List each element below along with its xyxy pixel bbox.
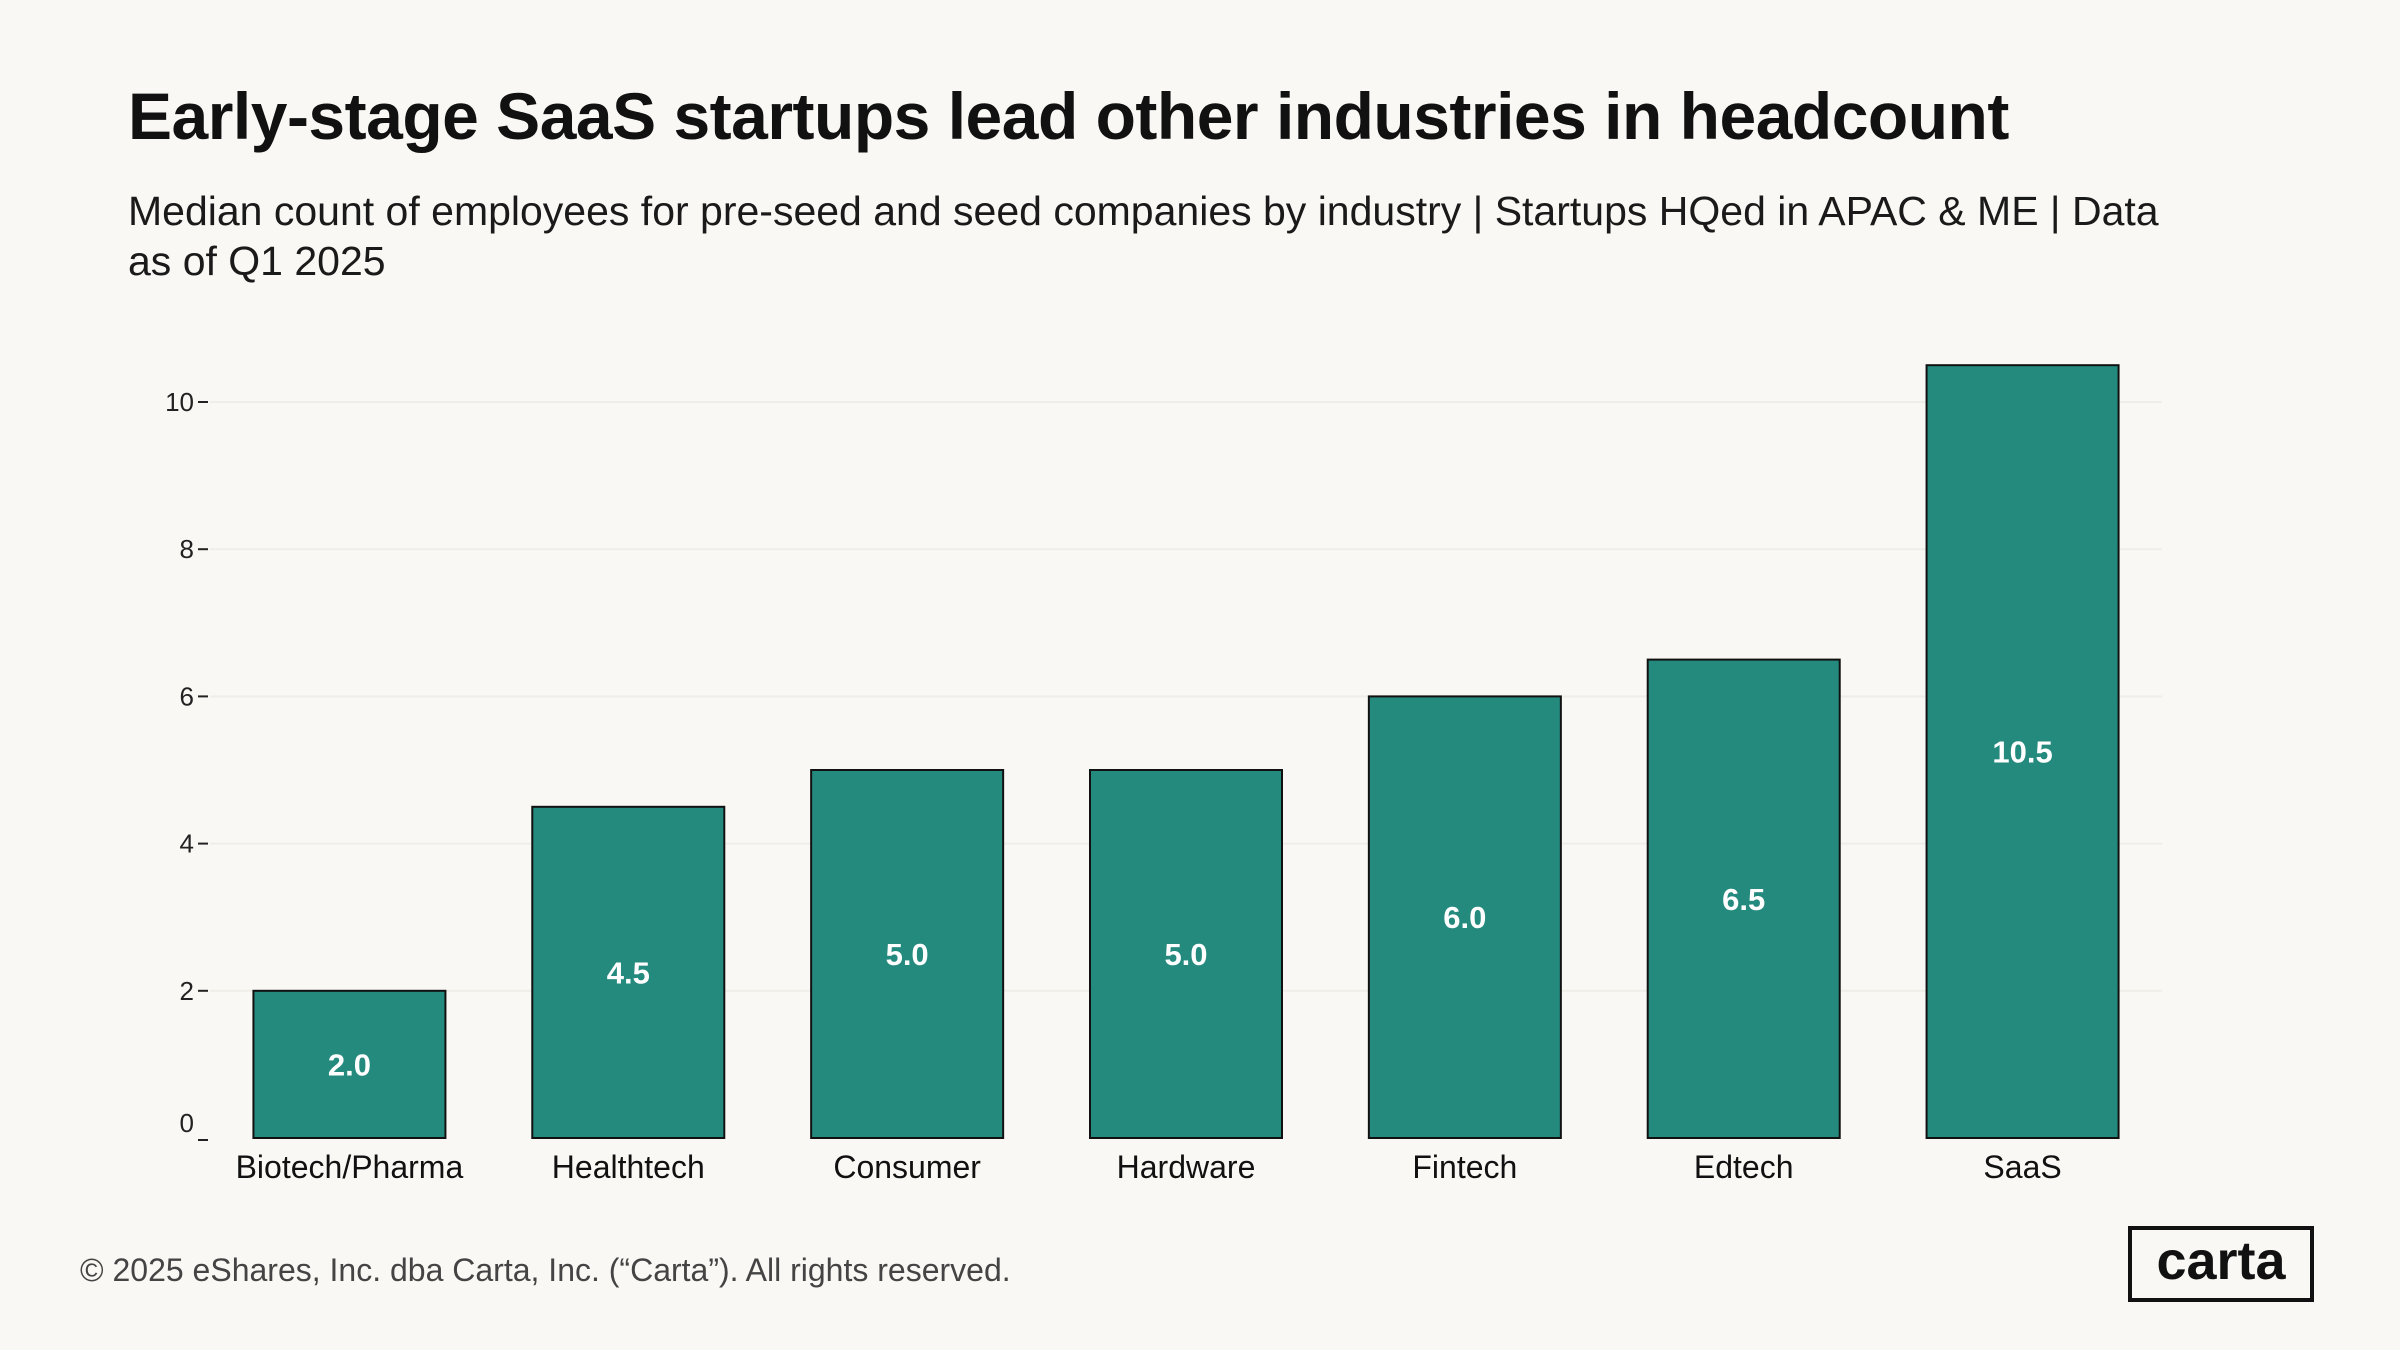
x-axis: Biotech/Pharma Healthtech Consumer Hardware… bbox=[236, 1149, 2062, 1185]
bar bbox=[531, 805, 726, 1139]
y-tick-label: 2 bbox=[180, 976, 194, 1006]
chart-subtitle: Median count of employees for pre-seed a… bbox=[128, 188, 2159, 284]
data-label: 6.0 bbox=[1443, 900, 1486, 935]
bars: 2.0 4.5 5.0 5.0 6.0 6.5 10.5 bbox=[252, 364, 2120, 1140]
x-tick-label: Edtech bbox=[1694, 1149, 1794, 1185]
bar bbox=[1089, 769, 1283, 1139]
data-label: 4.5 bbox=[607, 955, 650, 990]
y-tick-label: 8 bbox=[180, 534, 194, 564]
data-label: 2.0 bbox=[328, 1047, 371, 1082]
data-label: 6.5 bbox=[1722, 882, 1765, 917]
y-tick-label: 6 bbox=[180, 681, 194, 711]
x-tick-label: Consumer bbox=[833, 1149, 981, 1185]
chart-title: Early-stage SaaS startups lead other ind… bbox=[128, 79, 2009, 153]
bar bbox=[1925, 364, 2120, 1139]
bar bbox=[1646, 658, 1841, 1139]
x-tick-label: SaaS bbox=[1983, 1149, 2061, 1185]
y-tick-label: 10 bbox=[165, 387, 194, 417]
x-tick-label: Hardware bbox=[1117, 1149, 1256, 1185]
data-label: 5.0 bbox=[886, 937, 929, 972]
copyright-footer: © 2025 eShares, Inc. dba Carta, Inc. (“C… bbox=[80, 1252, 1011, 1288]
y-tick-label: 4 bbox=[180, 829, 194, 859]
carta-logo: carta bbox=[2128, 1226, 2314, 1302]
bar bbox=[810, 769, 1005, 1139]
x-tick-label: Fintech bbox=[1412, 1149, 1517, 1185]
y-axis: 0 2 4 6 8 10 bbox=[165, 387, 208, 1141]
x-tick-label: Biotech/Pharma bbox=[236, 1149, 464, 1185]
data-label: 5.0 bbox=[1164, 937, 1207, 972]
y-tick-label: 0 bbox=[180, 1108, 194, 1138]
x-tick-label: Healthtech bbox=[552, 1149, 705, 1185]
bar bbox=[1367, 695, 1562, 1140]
data-label: 10.5 bbox=[1992, 735, 2052, 770]
bar bbox=[252, 989, 447, 1139]
